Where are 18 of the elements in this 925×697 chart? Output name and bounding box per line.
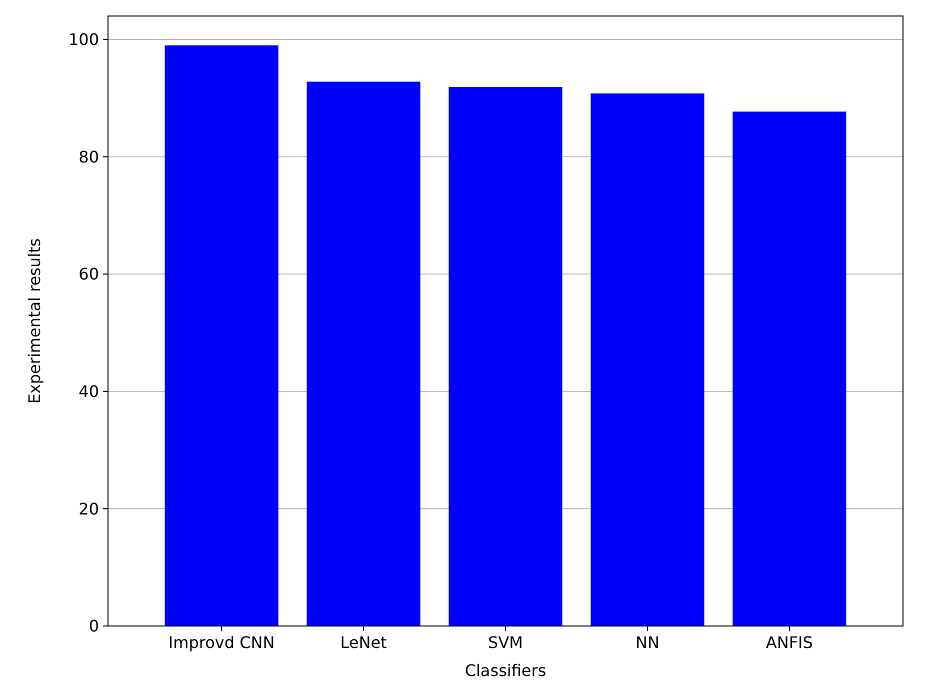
x-tick-label: Improvd CNN bbox=[168, 633, 275, 652]
y-axis-title: Experimental results bbox=[25, 238, 44, 404]
bar bbox=[164, 45, 278, 626]
x-tick-label: ANFIS bbox=[766, 633, 813, 652]
y-tick-label: 40 bbox=[78, 382, 99, 401]
bar bbox=[590, 93, 704, 626]
bar bbox=[306, 82, 420, 626]
y-tick-label: 20 bbox=[78, 499, 99, 518]
y-tick-label: 60 bbox=[78, 264, 99, 284]
x-axis-title: Classifiers bbox=[464, 661, 546, 680]
bar bbox=[448, 86, 562, 626]
x-tick-label: SVM bbox=[488, 633, 523, 652]
x-tick-label: NN bbox=[635, 633, 660, 652]
x-tick-label: LeNet bbox=[340, 633, 387, 652]
y-tick-label: 100 bbox=[68, 30, 99, 50]
bar bbox=[732, 112, 846, 626]
y-tick-label: 0 bbox=[88, 616, 99, 636]
y-tick-label: 80 bbox=[78, 147, 99, 166]
